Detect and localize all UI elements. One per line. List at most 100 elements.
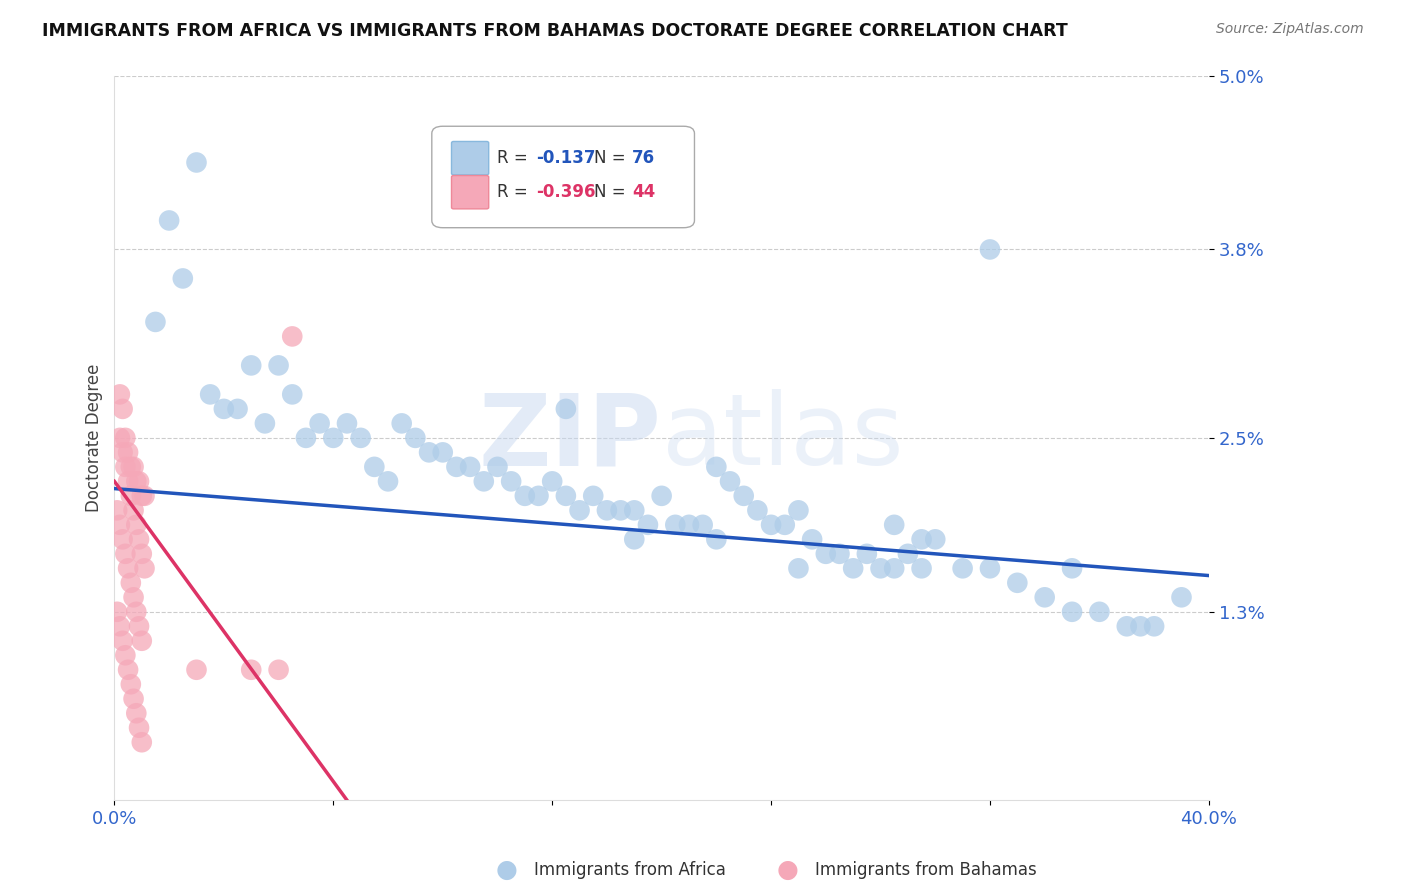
Point <box>733 489 755 503</box>
Point <box>1170 591 1192 605</box>
Point <box>897 547 920 561</box>
Point <box>814 547 837 561</box>
Point <box>568 503 591 517</box>
Point <box>105 503 128 517</box>
Text: Source: ZipAtlas.com: Source: ZipAtlas.com <box>1216 22 1364 37</box>
Point <box>391 417 413 431</box>
Point <box>883 561 905 575</box>
Point <box>120 459 142 474</box>
Text: R =: R = <box>498 149 533 167</box>
Point <box>554 489 576 503</box>
Point <box>1088 605 1111 619</box>
Text: Immigrants from Africa: Immigrants from Africa <box>534 861 725 879</box>
Point <box>801 533 824 547</box>
Point <box>198 387 221 401</box>
Point <box>623 503 645 517</box>
Point <box>186 663 208 677</box>
Point <box>472 475 495 489</box>
Point <box>706 459 728 474</box>
Text: N =: N = <box>593 183 631 202</box>
Point <box>295 431 318 445</box>
Point <box>120 575 142 590</box>
FancyBboxPatch shape <box>451 142 489 175</box>
Y-axis label: Doctorate Degree: Doctorate Degree <box>86 364 103 512</box>
Point <box>664 517 686 532</box>
Point <box>446 459 468 474</box>
Point <box>432 445 454 459</box>
Text: R =: R = <box>498 183 533 202</box>
Point <box>842 561 865 575</box>
Point <box>240 663 263 677</box>
FancyBboxPatch shape <box>451 176 489 209</box>
Point <box>747 503 769 517</box>
Point <box>486 459 509 474</box>
Text: IMMIGRANTS FROM AFRICA VS IMMIGRANTS FROM BAHAMAS DOCTORATE DEGREE CORRELATION C: IMMIGRANTS FROM AFRICA VS IMMIGRANTS FRO… <box>42 22 1069 40</box>
Point <box>131 489 153 503</box>
Point <box>856 547 879 561</box>
Point <box>120 489 142 503</box>
Point <box>212 401 235 416</box>
Point <box>759 517 782 532</box>
Point <box>501 475 523 489</box>
Text: -0.137: -0.137 <box>536 149 595 167</box>
Point <box>828 547 851 561</box>
Point <box>651 489 673 503</box>
Point <box>582 489 605 503</box>
Point <box>350 431 373 445</box>
Point <box>111 533 134 547</box>
Point <box>128 533 150 547</box>
Point <box>1007 575 1029 590</box>
Point <box>1115 619 1137 633</box>
Point <box>117 663 139 677</box>
Text: -0.396: -0.396 <box>536 183 595 202</box>
Point <box>114 648 136 663</box>
Point <box>186 155 208 169</box>
Point <box>105 605 128 619</box>
Point <box>267 663 290 677</box>
Point <box>637 517 659 532</box>
Text: atlas: atlas <box>662 390 903 486</box>
Point <box>1060 605 1083 619</box>
Point <box>131 547 153 561</box>
Point <box>322 431 344 445</box>
Point <box>128 721 150 735</box>
Point <box>281 387 304 401</box>
Point <box>108 431 131 445</box>
Point <box>596 503 619 517</box>
Point <box>120 677 142 691</box>
Text: ●: ● <box>776 858 799 881</box>
Point <box>240 359 263 373</box>
Point <box>1060 561 1083 575</box>
Point <box>910 561 932 575</box>
Point <box>108 619 131 633</box>
Text: ZIP: ZIP <box>479 390 662 486</box>
Point <box>363 459 385 474</box>
Point <box>513 489 536 503</box>
Point <box>125 475 148 489</box>
Point <box>718 475 741 489</box>
Point <box>787 503 810 517</box>
Point <box>527 489 550 503</box>
Point <box>125 706 148 721</box>
Point <box>117 475 139 489</box>
Point <box>122 691 145 706</box>
Point <box>336 417 359 431</box>
Point <box>787 561 810 575</box>
Point <box>458 459 481 474</box>
Point <box>281 329 304 343</box>
Point <box>134 561 156 575</box>
Text: 76: 76 <box>633 149 655 167</box>
Point <box>1143 619 1166 633</box>
Point <box>134 489 156 503</box>
Point <box>706 533 728 547</box>
Point <box>122 459 145 474</box>
Point <box>910 533 932 547</box>
Point <box>114 431 136 445</box>
Point <box>145 315 167 329</box>
Point <box>122 591 145 605</box>
Point <box>541 475 564 489</box>
Point <box>128 475 150 489</box>
Point <box>131 633 153 648</box>
Point <box>111 401 134 416</box>
Point <box>122 503 145 517</box>
